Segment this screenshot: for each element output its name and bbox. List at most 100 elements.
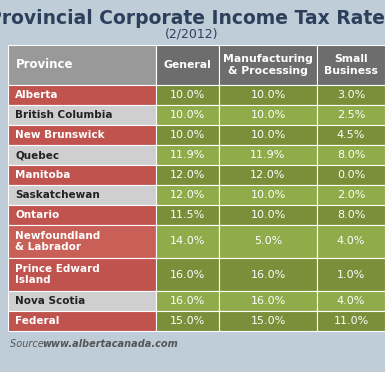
Bar — [219, 258, 317, 291]
Text: 16.0%: 16.0% — [170, 296, 205, 306]
Text: 11.0%: 11.0% — [333, 316, 368, 326]
Text: www.albertacanada.com: www.albertacanada.com — [42, 339, 178, 349]
Bar — [219, 291, 317, 311]
Text: Province: Province — [16, 58, 74, 71]
Bar — [156, 311, 219, 331]
Bar — [156, 225, 219, 258]
Text: 10.0%: 10.0% — [250, 130, 286, 140]
Bar — [156, 205, 219, 225]
Bar — [317, 105, 385, 125]
Bar — [156, 105, 219, 125]
Text: 12.0%: 12.0% — [250, 170, 286, 180]
Text: British Columbia: British Columbia — [15, 110, 112, 120]
Bar — [8, 311, 156, 331]
Bar — [219, 45, 317, 85]
Bar — [219, 311, 317, 331]
Bar — [317, 311, 385, 331]
Text: Prince Edward
Island: Prince Edward Island — [15, 264, 100, 285]
Text: 16.0%: 16.0% — [250, 269, 286, 279]
Text: 15.0%: 15.0% — [170, 316, 205, 326]
Text: 10.0%: 10.0% — [170, 90, 205, 100]
Text: Newfoundland
& Labrador: Newfoundland & Labrador — [15, 231, 100, 252]
Text: 10.0%: 10.0% — [250, 110, 286, 120]
Text: Saskatchewan: Saskatchewan — [15, 190, 100, 200]
Bar — [219, 165, 317, 185]
Text: 3.0%: 3.0% — [337, 90, 365, 100]
Text: 8.0%: 8.0% — [337, 210, 365, 220]
Bar — [156, 45, 219, 85]
Text: 4.0%: 4.0% — [337, 296, 365, 306]
Text: 16.0%: 16.0% — [250, 296, 286, 306]
Bar — [156, 258, 219, 291]
Text: 10.0%: 10.0% — [250, 210, 286, 220]
Bar — [156, 291, 219, 311]
Text: 10.0%: 10.0% — [250, 90, 286, 100]
Bar — [8, 45, 156, 85]
Text: 10.0%: 10.0% — [170, 130, 205, 140]
Bar — [8, 145, 156, 165]
Bar — [317, 45, 385, 85]
Bar — [219, 105, 317, 125]
Text: 11.9%: 11.9% — [250, 150, 286, 160]
Bar — [8, 205, 156, 225]
Bar — [8, 291, 156, 311]
Text: 2.0%: 2.0% — [337, 190, 365, 200]
Bar — [156, 165, 219, 185]
Text: Manufacturing
& Processing: Manufacturing & Processing — [223, 54, 313, 76]
Text: New Brunswick: New Brunswick — [15, 130, 105, 140]
Text: 1.0%: 1.0% — [337, 269, 365, 279]
Bar — [317, 205, 385, 225]
Text: 11.9%: 11.9% — [170, 150, 205, 160]
Bar — [317, 125, 385, 145]
Text: 4.5%: 4.5% — [337, 130, 365, 140]
Bar — [317, 291, 385, 311]
Text: Manitoba: Manitoba — [15, 170, 70, 180]
Bar — [8, 225, 156, 258]
Text: 11.5%: 11.5% — [170, 210, 205, 220]
Text: 8.0%: 8.0% — [337, 150, 365, 160]
Bar — [156, 85, 219, 105]
Text: General: General — [164, 60, 211, 70]
Bar — [8, 165, 156, 185]
Text: 10.0%: 10.0% — [250, 190, 286, 200]
Bar — [219, 205, 317, 225]
Bar — [317, 225, 385, 258]
Bar — [8, 125, 156, 145]
Text: 10.0%: 10.0% — [170, 110, 205, 120]
Text: Federal: Federal — [15, 316, 59, 326]
Text: 5.0%: 5.0% — [254, 237, 282, 247]
Text: 0.0%: 0.0% — [337, 170, 365, 180]
Text: Nova Scotia: Nova Scotia — [15, 296, 85, 306]
Text: 12.0%: 12.0% — [170, 190, 205, 200]
Bar — [8, 105, 156, 125]
Bar — [317, 258, 385, 291]
Bar — [317, 85, 385, 105]
Bar — [317, 185, 385, 205]
Text: 15.0%: 15.0% — [250, 316, 286, 326]
Text: Small
Business: Small Business — [324, 54, 378, 76]
Text: Alberta: Alberta — [15, 90, 59, 100]
Bar — [219, 185, 317, 205]
Bar — [8, 185, 156, 205]
Bar — [219, 125, 317, 145]
Bar — [317, 145, 385, 165]
Bar — [8, 258, 156, 291]
Text: 12.0%: 12.0% — [170, 170, 205, 180]
Bar — [219, 145, 317, 165]
Bar — [219, 85, 317, 105]
Text: (2/2012): (2/2012) — [165, 28, 219, 41]
Bar — [219, 225, 317, 258]
Bar — [8, 85, 156, 105]
Bar — [156, 185, 219, 205]
Bar — [156, 145, 219, 165]
Bar — [317, 165, 385, 185]
Bar — [156, 125, 219, 145]
Text: Source:: Source: — [10, 339, 50, 349]
Text: Provincial Corporate Income Tax Rates: Provincial Corporate Income Tax Rates — [0, 10, 385, 29]
Text: Ontario: Ontario — [15, 210, 59, 220]
Text: 4.0%: 4.0% — [337, 237, 365, 247]
Text: 2.5%: 2.5% — [337, 110, 365, 120]
Text: 16.0%: 16.0% — [170, 269, 205, 279]
Text: 14.0%: 14.0% — [170, 237, 205, 247]
Text: Quebec: Quebec — [15, 150, 59, 160]
